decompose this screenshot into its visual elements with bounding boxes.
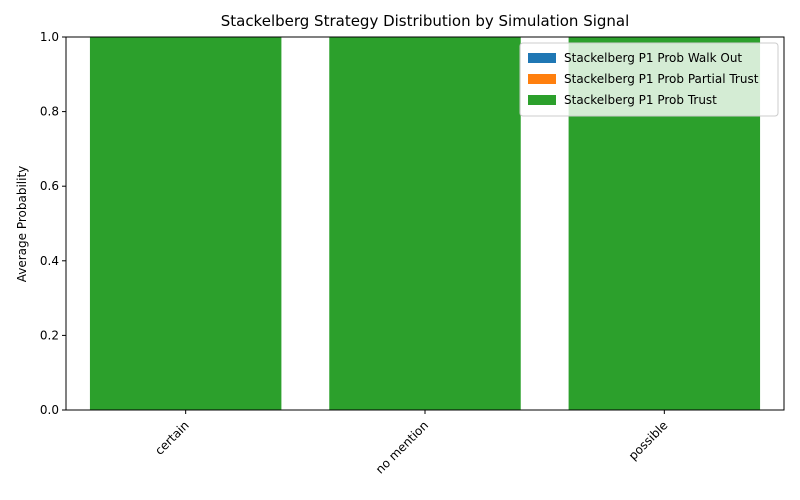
- legend-swatch-1: [528, 74, 556, 84]
- x-tick-label-no-mention: no mention: [373, 418, 431, 476]
- legend-label-2: Stackelberg P1 Prob Trust: [564, 93, 717, 107]
- legend-box: [519, 42, 779, 117]
- legend-swatch-2: [528, 95, 556, 105]
- bar-no-mention-series-2: [329, 37, 521, 410]
- legend: Stackelberg P1 Prob Walk Out Stackelberg …: [519, 42, 779, 117]
- x-tick-label-certain: certain: [152, 418, 192, 458]
- y-axis-ticks: 0.0 0.2 0.4 0.6 0.8 1.0: [40, 30, 66, 417]
- y-tick-label: 0.8: [40, 105, 59, 119]
- x-tick-label-possible: possible: [626, 418, 671, 463]
- x-axis-ticks: certain no mention possible: [152, 410, 670, 477]
- y-tick-label: 0.0: [40, 403, 59, 417]
- legend-swatch-0: [528, 53, 556, 63]
- legend-label-1: Stackelberg P1 Prob Partial Trust: [564, 72, 759, 86]
- y-tick-label: 0.4: [40, 254, 59, 268]
- y-tick-label: 0.6: [40, 179, 59, 193]
- legend-label-0: Stackelberg P1 Prob Walk Out: [564, 51, 742, 65]
- chart-title: Stackelberg Strategy Distribution by Sim…: [221, 12, 630, 30]
- plot-area-frame: [65, 36, 785, 411]
- y-tick-label: 0.2: [40, 328, 59, 342]
- y-tick-label: 1.0: [40, 30, 59, 44]
- bar-certain-series-2: [89, 37, 282, 410]
- y-axis-label: Average Probability: [15, 166, 29, 283]
